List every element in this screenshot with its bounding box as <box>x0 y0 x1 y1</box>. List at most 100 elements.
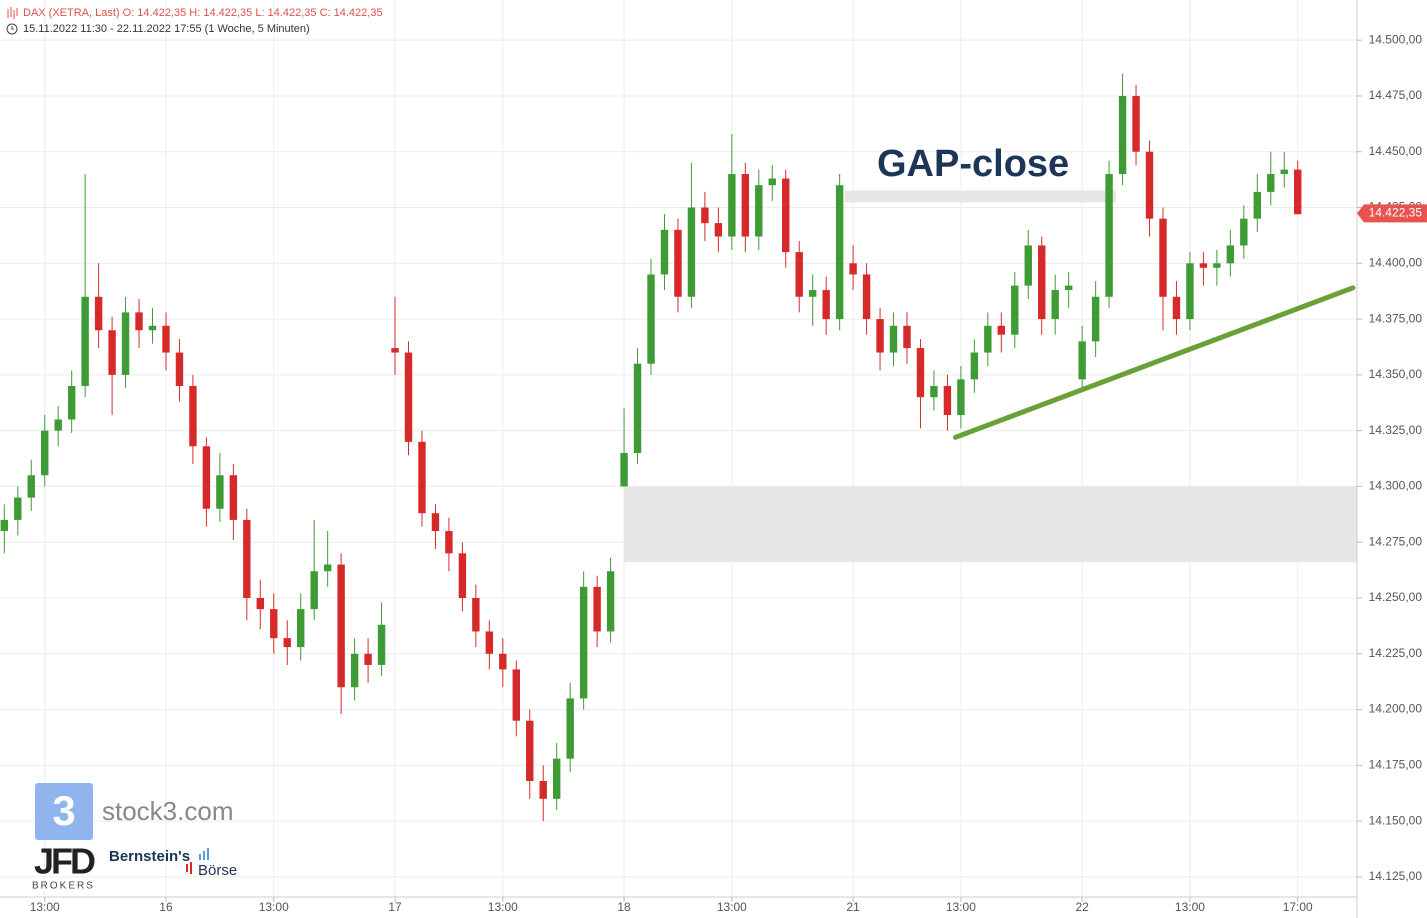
candle-body <box>1159 218 1167 297</box>
header-subtitle: 15.11.2022 11:30 - 22.11.2022 17:55 (1 W… <box>23 23 310 35</box>
header-icon <box>7 7 18 19</box>
candle-body <box>1091 296 1100 342</box>
candle-body <box>1105 174 1113 297</box>
stock3-logo-digit: 3 <box>52 787 75 834</box>
candle-body <box>943 386 952 416</box>
candle-body <box>1024 245 1032 286</box>
candle-body <box>984 325 992 353</box>
y-tick-label: 14.200,00 <box>1369 702 1423 716</box>
candle-body <box>782 178 790 253</box>
y-tick-label: 14.150,00 <box>1369 813 1423 827</box>
x-tick-label: 16 <box>159 900 173 914</box>
candle-body <box>350 653 359 688</box>
candle-body <box>94 296 103 331</box>
candle-body <box>728 174 736 237</box>
bernstein-bars <box>199 848 209 860</box>
plot-area <box>0 0 1357 897</box>
candle-body <box>701 207 709 224</box>
x-tick-label: 17:00 <box>1283 900 1313 914</box>
candle-body <box>1186 263 1194 320</box>
candle-body <box>485 631 494 654</box>
candle-body <box>660 229 669 275</box>
candle-body <box>54 419 62 431</box>
candle-body <box>539 780 547 799</box>
candle-body <box>1118 95 1127 175</box>
candle-body <box>1253 191 1262 219</box>
candle-body <box>1011 285 1019 335</box>
candle-body <box>1172 296 1181 320</box>
candle-body <box>808 290 817 297</box>
trend-line <box>953 285 1356 440</box>
candle-body <box>189 386 197 447</box>
x-tick-label: 13:00 <box>1175 900 1205 914</box>
candle-body <box>1064 285 1073 291</box>
candle-body <box>647 274 655 364</box>
x-tick-label: 18 <box>617 900 631 914</box>
x-tick-label: 17 <box>388 900 402 914</box>
y-tick-label: 14.125,00 <box>1369 869 1423 883</box>
y-tick-label: 14.450,00 <box>1369 144 1423 158</box>
candle-body <box>714 223 723 237</box>
candle-body <box>620 452 628 487</box>
header-title: DAX (XETRA, Last) O: 14.422,35 H: 14.422… <box>23 7 383 19</box>
candle-body <box>741 174 750 237</box>
candle-body <box>216 475 224 509</box>
candle-body <box>889 325 898 353</box>
candle-body <box>593 586 601 632</box>
candle-body <box>108 330 116 375</box>
candle-body <box>1078 341 1086 380</box>
candle-body <box>1132 95 1140 152</box>
candle-body <box>795 252 803 297</box>
candle-body <box>1280 169 1288 175</box>
candle-body <box>297 609 305 648</box>
y-tick-label: 14.175,00 <box>1369 758 1423 772</box>
candle-body <box>243 519 251 598</box>
candle-body <box>768 178 776 186</box>
candle-body <box>27 475 35 498</box>
x-tick-label: 13:00 <box>717 900 747 914</box>
candle-body <box>687 207 696 297</box>
brand-boerse: Börse <box>198 862 237 879</box>
candle-body <box>256 598 265 610</box>
candle-body <box>202 446 211 509</box>
gap-zone <box>624 486 1357 563</box>
candle-body <box>1267 174 1275 192</box>
stock3-logo <box>35 783 93 840</box>
candle-body <box>1145 151 1154 219</box>
y-tick-label: 14.275,00 <box>1369 534 1423 548</box>
candle-body <box>916 348 925 398</box>
candle-body <box>121 312 130 375</box>
y-tick-label: 14.350,00 <box>1369 367 1423 381</box>
candle-body <box>1226 245 1235 264</box>
candle-body <box>391 348 399 353</box>
candle-body <box>674 229 682 297</box>
candle-body <box>283 638 291 648</box>
candle-body <box>0 519 9 532</box>
candle-body <box>418 441 426 514</box>
candle-body <box>81 296 89 387</box>
y-tick-label: 14.475,00 <box>1369 88 1423 102</box>
candle-body <box>1199 263 1208 268</box>
candle-body <box>835 185 844 320</box>
y-tick-label: 14.375,00 <box>1369 311 1423 325</box>
candle-body <box>1213 263 1221 268</box>
candle-body <box>499 653 507 670</box>
last-price-label: 14.422,35 <box>1369 206 1423 220</box>
annotation: GAP-close <box>877 143 1069 185</box>
candle-body <box>930 386 938 398</box>
candle-body <box>148 325 157 331</box>
candle-body <box>903 325 911 349</box>
candle-body <box>970 352 979 380</box>
candle-body <box>229 475 238 520</box>
y-tick-label: 14.500,00 <box>1369 32 1423 46</box>
brand-bernstein: Bernstein's <box>109 848 190 865</box>
y-tick-label: 14.225,00 <box>1369 646 1423 660</box>
candle-body <box>552 758 561 799</box>
candle-body <box>377 624 386 665</box>
candle-body <box>1038 245 1046 320</box>
candle-body <box>472 598 480 632</box>
y-tick-label: 14.300,00 <box>1369 479 1423 493</box>
candle-body <box>458 553 467 598</box>
